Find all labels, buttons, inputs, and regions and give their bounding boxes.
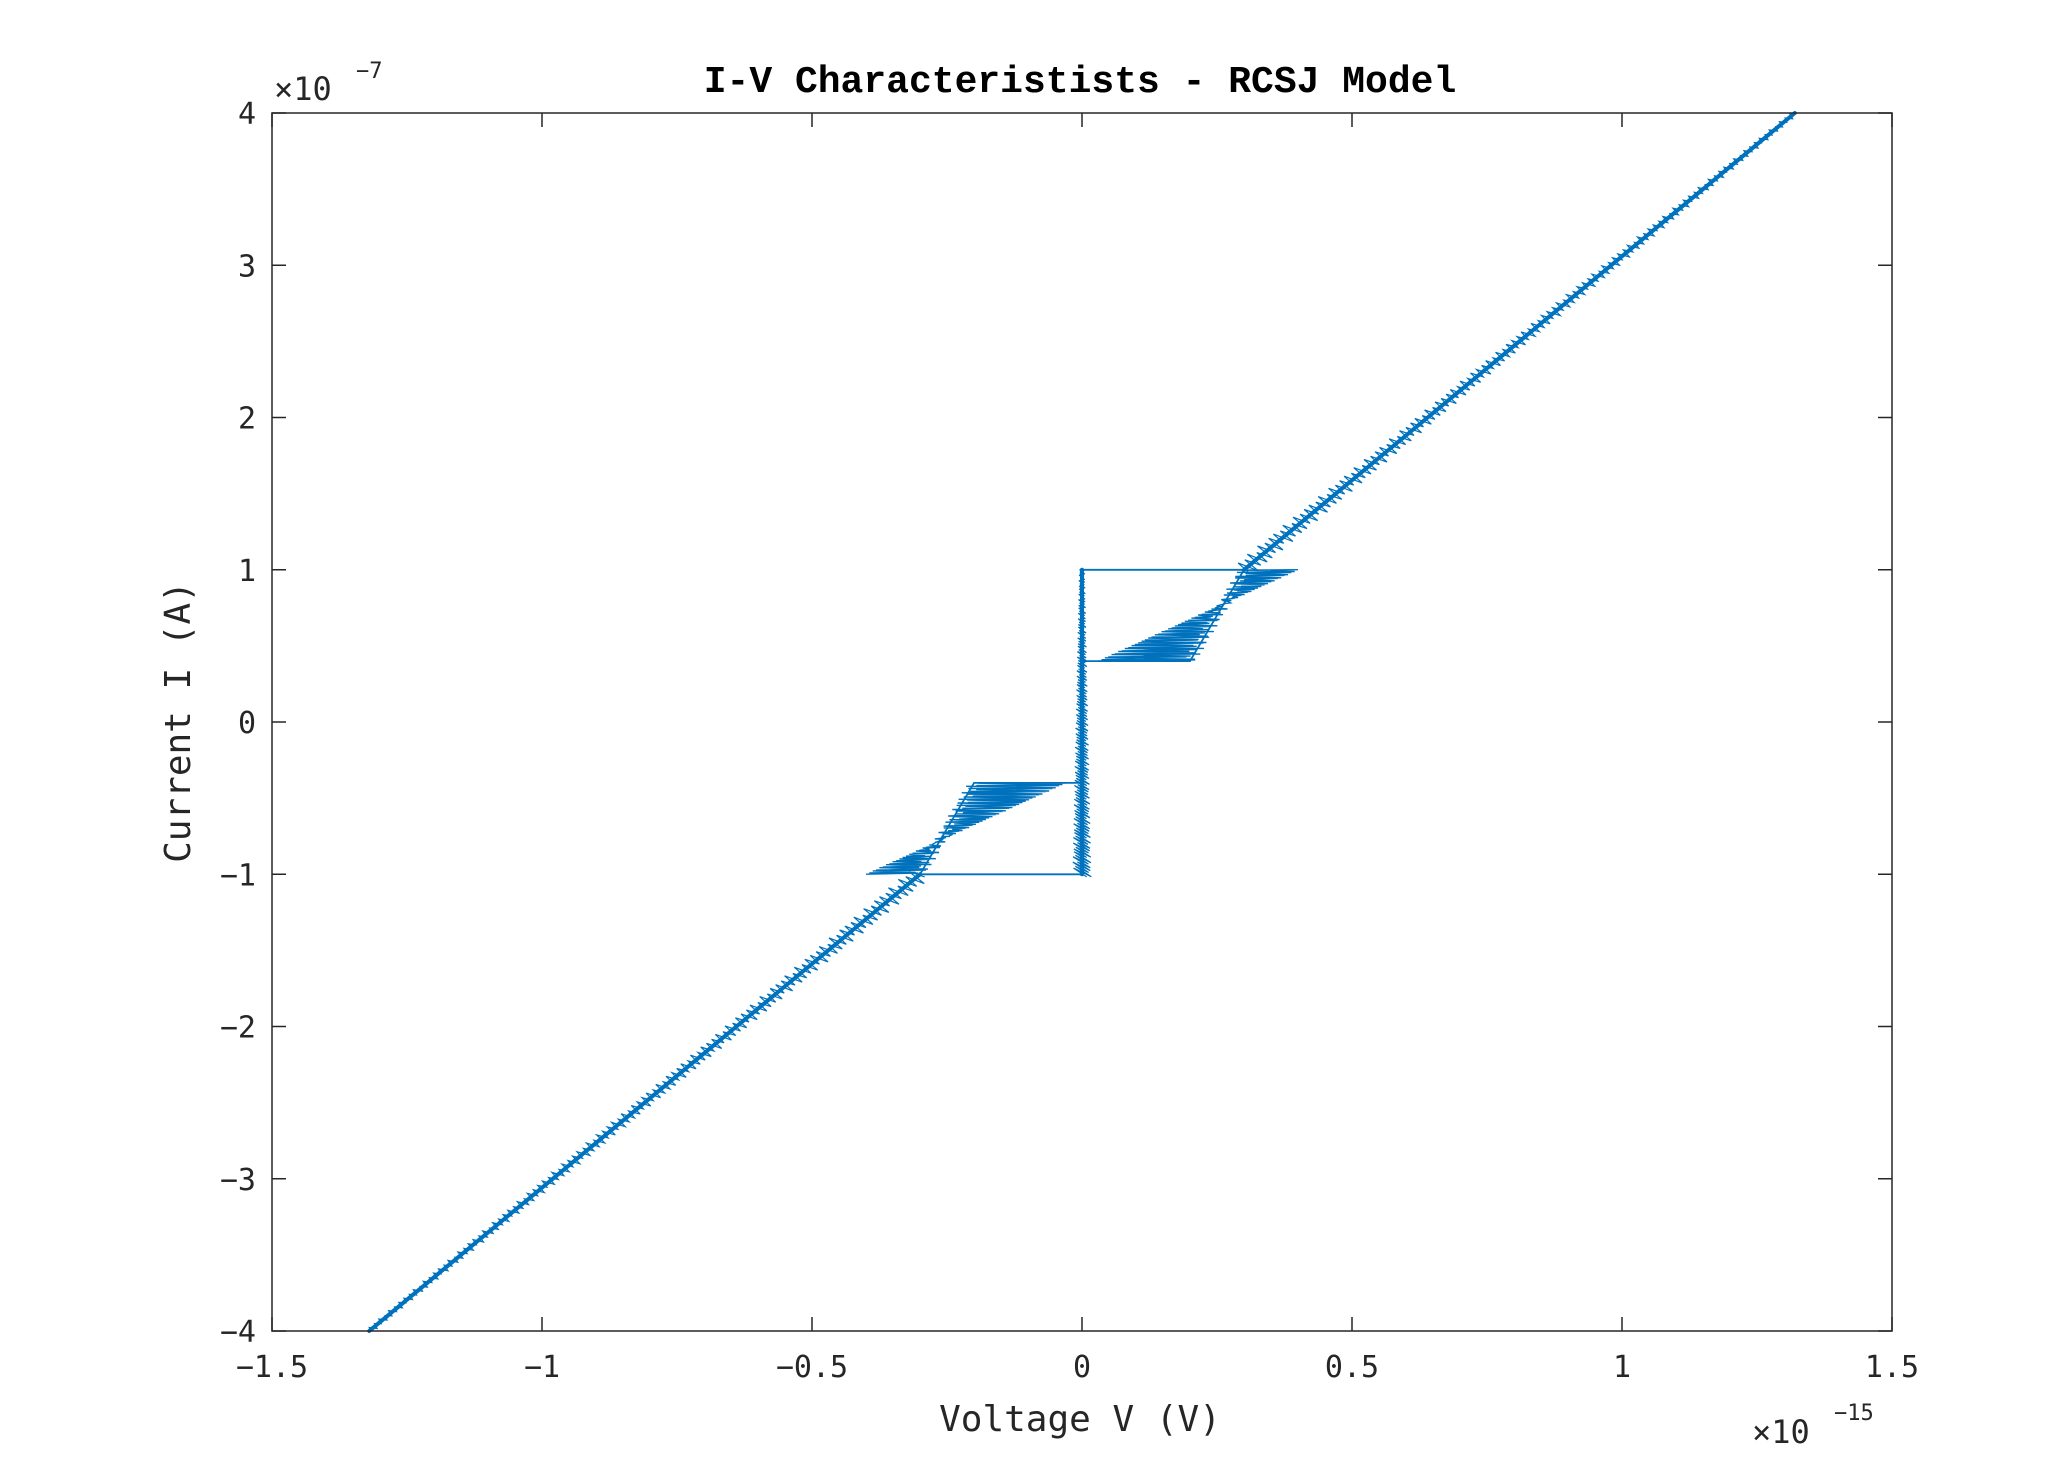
x-tick-label: 1.5 [1865,1350,1919,1385]
y-tick-label: −4 [220,1315,256,1350]
y-tick-label: −1 [220,858,256,893]
x-tick-label: −0.5 [776,1350,848,1385]
x-tick-label: −1.5 [236,1350,308,1385]
y-exponent-base: ×10 [274,70,332,108]
x-exponent-power: −15 [1834,1401,1874,1426]
x-exponent-label: ×10 −15 [1752,1401,1874,1451]
y-tick-label: 2 [238,402,256,437]
y-exponent-label: ×10 −7 [274,59,383,108]
x-tick-label: 1 [1613,1350,1631,1385]
y-tick-label: 1 [238,554,256,589]
y-tick-label: 0 [238,706,256,741]
x-tick-label: −1 [524,1350,560,1385]
iv-noise-0 [1072,569,1092,878]
x-tick-label: 0 [1073,1350,1091,1385]
y-axis-title: Current I (A) [158,581,199,863]
chart-title: I-V Characteristists - RCSJ Model [704,61,1457,104]
y-tick-label: −2 [220,1011,256,1046]
iv-segment-4 [1189,568,1245,662]
hysteresis-band-1 [865,782,1066,875]
iv-noise-2 [1237,113,1797,573]
x-tick-label: 0.5 [1325,1350,1379,1385]
axis-ticks: −1.5 −1 −0.5 0 0.5 1 1.5 −4 −3 −2 −1 0 1 2 3 4 [220,97,1919,1385]
x-axis-title: Voltage V (V) [939,1399,1221,1440]
hysteresis-band-0 [1098,569,1299,662]
y-tick-label: −3 [220,1163,256,1198]
y-tick-label: 3 [238,249,256,284]
x-exponent-base: ×10 [1752,1413,1810,1451]
iv-noise-6 [368,871,925,1333]
iv-segment-8 [919,782,975,876]
plot-area [367,111,1797,1333]
y-tick-label: 4 [238,97,256,132]
y-exponent-power: −7 [356,59,383,84]
